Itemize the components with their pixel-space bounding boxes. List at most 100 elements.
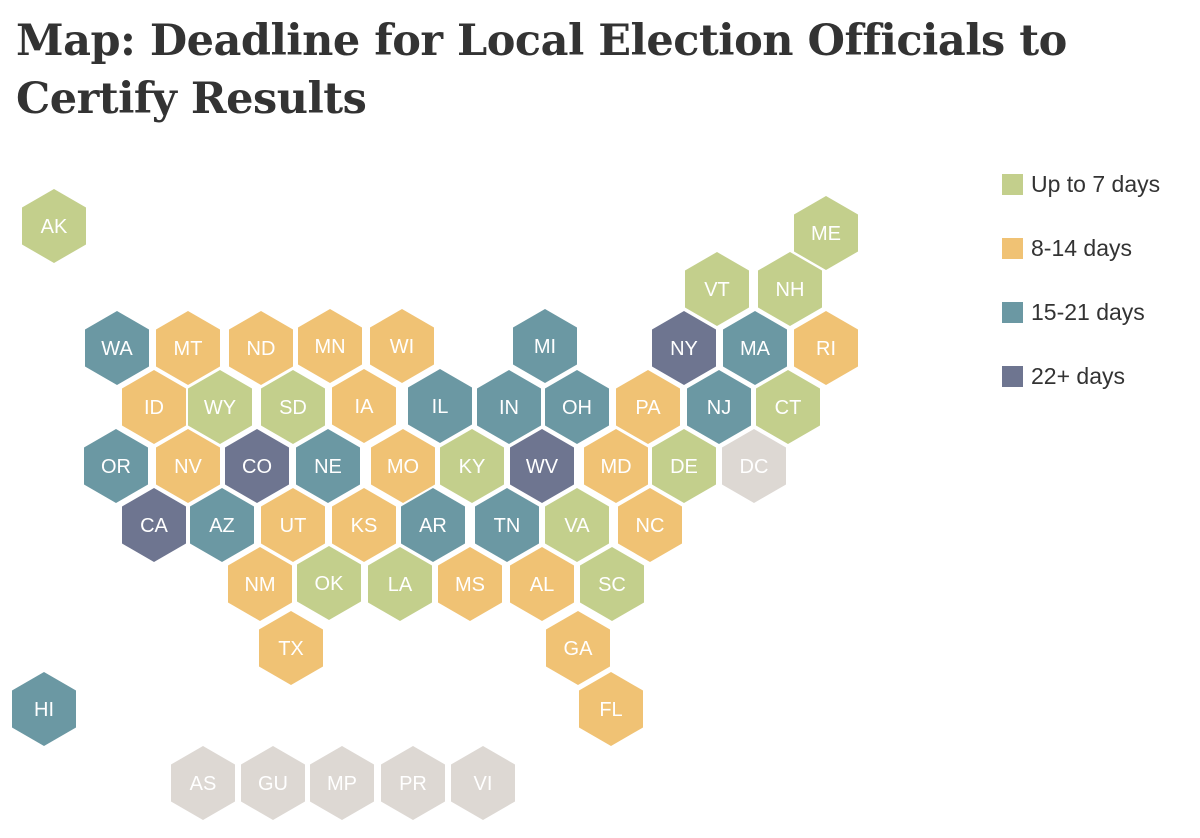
state-label: KY: [459, 456, 486, 478]
state-hex-shape: [371, 429, 435, 503]
legend-swatch: [1002, 237, 1023, 259]
state-hex-nv[interactable]: NV: [156, 429, 220, 503]
state-label: VI: [474, 773, 493, 795]
state-hex-la[interactable]: LA: [368, 547, 432, 621]
state-hex-hi[interactable]: HI: [12, 672, 76, 746]
state-hex-dc[interactable]: DC: [722, 429, 786, 503]
state-hex-tn[interactable]: TN: [475, 488, 539, 562]
state-label: AK: [41, 216, 68, 238]
state-label: NE: [314, 456, 342, 478]
state-hex-wa[interactable]: WA: [85, 311, 149, 385]
legend-swatch: [1002, 365, 1023, 387]
state-hex-tx[interactable]: TX: [259, 611, 323, 685]
state-hex-nm[interactable]: NM: [228, 547, 292, 621]
state-hex-ri[interactable]: RI: [794, 311, 858, 385]
state-hex-ok[interactable]: OK: [297, 546, 361, 620]
state-label: OR: [101, 456, 131, 478]
state-hex-ak[interactable]: AK: [22, 189, 86, 263]
state-label: AZ: [209, 515, 235, 537]
state-hex-fl[interactable]: FL: [579, 672, 643, 746]
state-hex-mp[interactable]: MP: [310, 746, 374, 820]
state-hex-sc[interactable]: SC: [580, 547, 644, 621]
state-hex-nh[interactable]: NH: [758, 252, 822, 326]
state-label: NY: [670, 338, 698, 360]
state-hex-shape: [188, 370, 252, 444]
state-hex-shape: [451, 746, 515, 820]
state-label: KS: [351, 515, 378, 537]
state-hex-wy[interactable]: WY: [188, 370, 252, 444]
state-hex-ca[interactable]: CA: [122, 488, 186, 562]
state-label: OH: [562, 397, 592, 419]
state-hex-shape: [616, 370, 680, 444]
state-hex-gu[interactable]: GU: [241, 746, 305, 820]
state-label: NJ: [707, 397, 731, 419]
state-label: CT: [775, 397, 802, 419]
state-hex-shape: [381, 746, 445, 820]
state-hex-pa[interactable]: PA: [616, 370, 680, 444]
state-hex-ma[interactable]: MA: [723, 311, 787, 385]
state-hex-shape: [298, 309, 362, 383]
state-hex-as[interactable]: AS: [171, 746, 235, 820]
state-hex-id[interactable]: ID: [122, 370, 186, 444]
state-label: GU: [258, 773, 288, 795]
state-hex-ga[interactable]: GA: [546, 611, 610, 685]
state-hex-shape: [510, 547, 574, 621]
state-hex-de[interactable]: DE: [652, 429, 716, 503]
state-hex-il[interactable]: IL: [408, 369, 472, 443]
legend-item: 8-14 days: [1002, 232, 1160, 264]
legend-item: 15-21 days: [1002, 296, 1160, 328]
state-hex-shape: [579, 672, 643, 746]
state-hex-ms[interactable]: MS: [438, 547, 502, 621]
state-hex-ct[interactable]: CT: [756, 370, 820, 444]
state-hex-co[interactable]: CO: [225, 429, 289, 503]
state-hex-or[interactable]: OR: [84, 429, 148, 503]
state-hex-ky[interactable]: KY: [440, 429, 504, 503]
state-label: RI: [816, 338, 836, 360]
state-hex-me[interactable]: ME: [794, 196, 858, 270]
state-hex-nc[interactable]: NC: [618, 488, 682, 562]
state-hex-ar[interactable]: AR: [401, 488, 465, 562]
state-hex-shape: [228, 547, 292, 621]
state-hex-mt[interactable]: MT: [156, 311, 220, 385]
state-hex-shape: [580, 547, 644, 621]
state-hex-shape: [756, 370, 820, 444]
state-label: IA: [355, 396, 375, 418]
state-hex-wi[interactable]: WI: [370, 309, 434, 383]
state-hex-ut[interactable]: UT: [261, 488, 325, 562]
state-label: CA: [140, 515, 168, 537]
state-hex-al[interactable]: AL: [510, 547, 574, 621]
state-hex-ia[interactable]: IA: [332, 369, 396, 443]
state-label: TN: [494, 515, 521, 537]
state-hex-nd[interactable]: ND: [229, 311, 293, 385]
state-hex-nj[interactable]: NJ: [687, 370, 751, 444]
state-hex-wv[interactable]: WV: [510, 429, 574, 503]
legend-label: 15-21 days: [1031, 298, 1145, 325]
state-hex-shape: [22, 189, 86, 263]
state-hex-ny[interactable]: NY: [652, 311, 716, 385]
state-hex-md[interactable]: MD: [584, 429, 648, 503]
state-label: DE: [670, 456, 698, 478]
state-hex-pr[interactable]: PR: [381, 746, 445, 820]
state-label: ME: [811, 223, 841, 245]
state-hex-oh[interactable]: OH: [545, 370, 609, 444]
state-label: NM: [244, 574, 275, 596]
state-label: AL: [530, 574, 554, 596]
state-hex-mn[interactable]: MN: [298, 309, 362, 383]
state-hex-vi[interactable]: VI: [451, 746, 515, 820]
state-hex-sd[interactable]: SD: [261, 370, 325, 444]
state-hex-shape: [190, 488, 254, 562]
state-hex-mi[interactable]: MI: [513, 309, 577, 383]
state-label: WI: [390, 336, 414, 358]
state-hex-shape: [171, 746, 235, 820]
state-hex-shape: [85, 311, 149, 385]
state-hex-in[interactable]: IN: [477, 370, 541, 444]
state-hex-shape: [584, 429, 648, 503]
state-label: PA: [635, 397, 661, 419]
state-hex-ne[interactable]: NE: [296, 429, 360, 503]
state-label: DC: [740, 456, 769, 478]
state-hex-ks[interactable]: KS: [332, 488, 396, 562]
state-hex-va[interactable]: VA: [545, 488, 609, 562]
state-hex-az[interactable]: AZ: [190, 488, 254, 562]
state-hex-mo[interactable]: MO: [371, 429, 435, 503]
state-hex-vt[interactable]: VT: [685, 252, 749, 326]
